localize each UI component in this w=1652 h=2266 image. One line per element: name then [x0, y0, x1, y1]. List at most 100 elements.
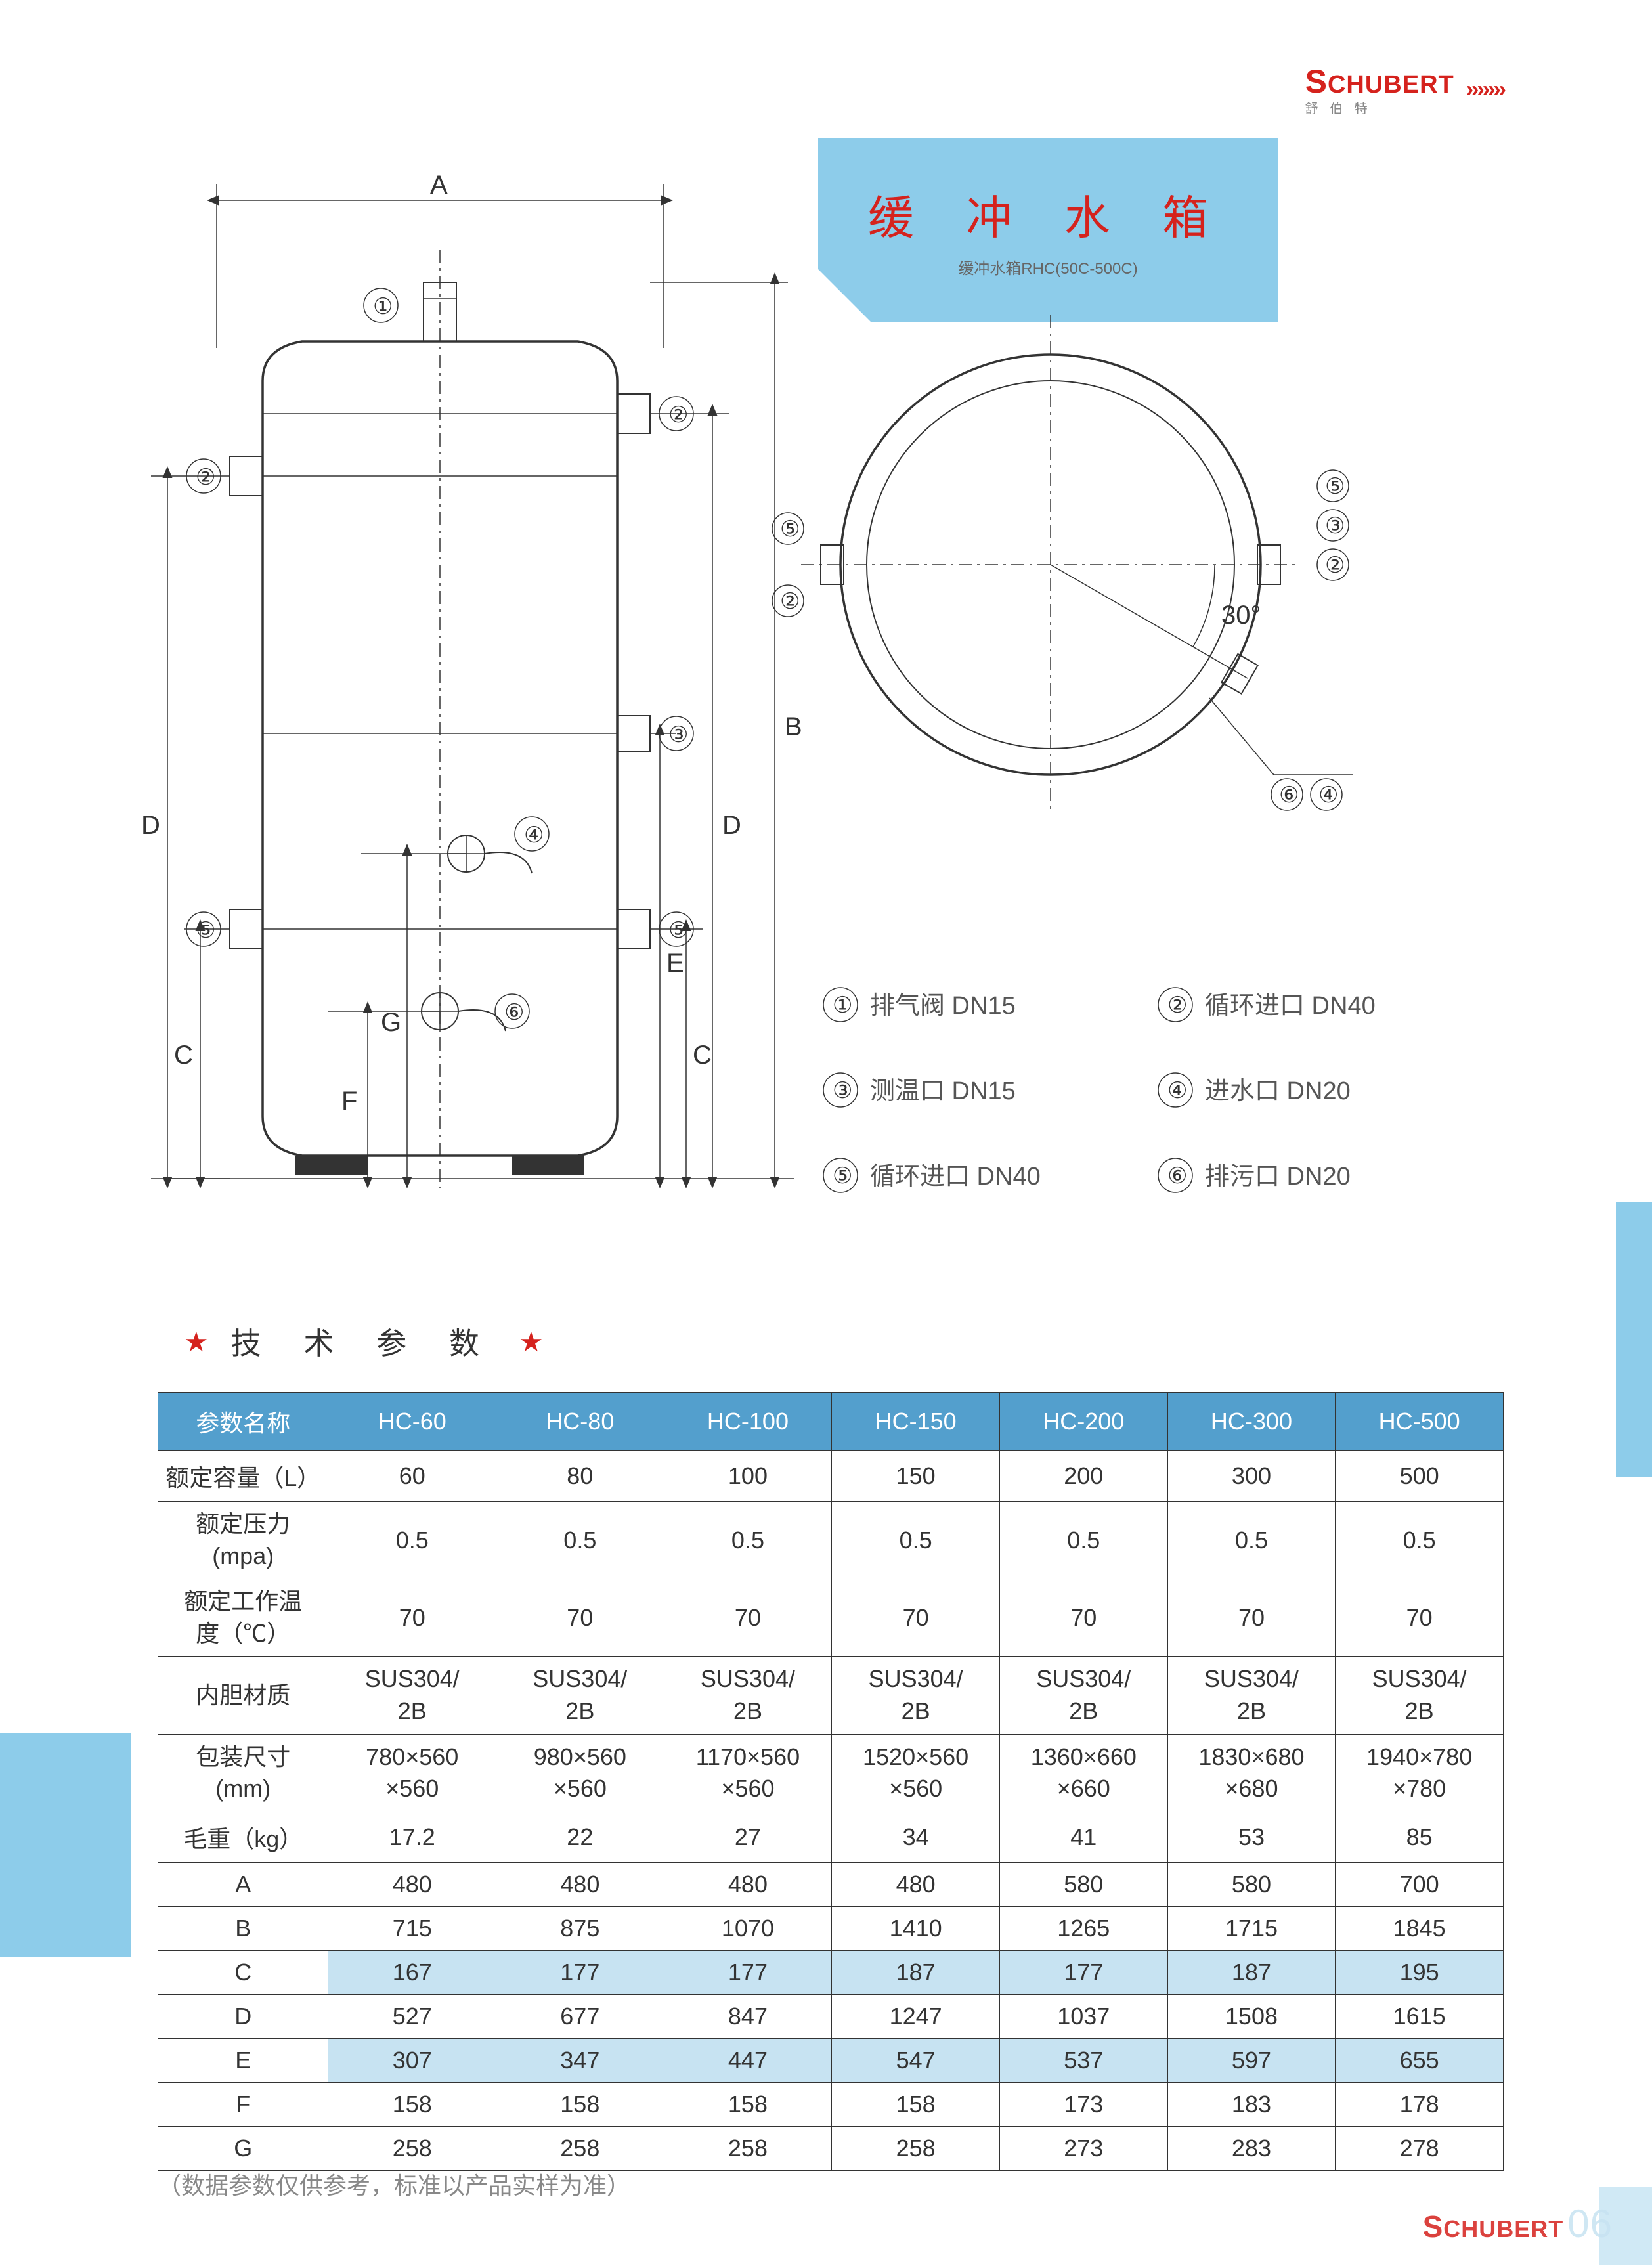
- table-cell: 41: [999, 1812, 1167, 1862]
- dim-A: A: [430, 171, 448, 200]
- brand-header: SCHUBERT 舒 伯 特 ›››››››: [1305, 62, 1504, 117]
- svg-text:⑥: ⑥: [1167, 1164, 1187, 1188]
- brand-logo: SCHUBERT 舒 伯 特: [1305, 62, 1454, 117]
- decoration-right: [1616, 1202, 1652, 1477]
- table-row-label: D: [158, 1994, 328, 2038]
- table-body: 额定容量（L）6080100150200300500额定压力(mpa)0.50.…: [158, 1451, 1504, 2171]
- table-row-label: F: [158, 2082, 328, 2126]
- table-cell: 1247: [832, 1994, 1000, 2038]
- table-cell: 655: [1336, 2038, 1504, 2082]
- footer-logo: SCHUBERT06: [1423, 2201, 1613, 2246]
- table-cell: 177: [496, 1950, 664, 1994]
- table-row: C167177177187177187195: [158, 1950, 1504, 1994]
- table-cell: 527: [328, 1994, 496, 2038]
- table-cell: 1170×560×560: [664, 1734, 832, 1812]
- table-cell: 1037: [999, 1994, 1167, 2038]
- table-cell: SUS304/2B: [999, 1657, 1167, 1734]
- table-cell: 22: [496, 1812, 664, 1862]
- dim-C-right: C: [693, 1041, 712, 1070]
- table-cell: 70: [664, 1579, 832, 1657]
- table-cell: 1615: [1336, 1994, 1504, 2038]
- table-cell: 500: [1336, 1451, 1504, 1502]
- callout-5a: ⑤: [196, 918, 215, 943]
- dim-F: F: [341, 1087, 357, 1116]
- table-cell: 1830×680×680: [1167, 1734, 1336, 1812]
- legend-3: 测温口 DN15: [870, 1078, 1016, 1105]
- table-row: A480480480480580580700: [158, 1862, 1504, 1906]
- section-heading-text: 技 术 参 数: [231, 1320, 496, 1363]
- table-row-label: B: [158, 1906, 328, 1950]
- table-cell: 53: [1167, 1812, 1336, 1862]
- table-cell: 580: [1167, 1862, 1336, 1906]
- table-cell: 27: [664, 1812, 832, 1862]
- table-cell: 258: [496, 2126, 664, 2170]
- table-cell: 70: [999, 1579, 1167, 1657]
- table-row: 额定容量（L）6080100150200300500: [158, 1451, 1504, 1502]
- table-cell: 537: [999, 2038, 1167, 2082]
- table-cell: 70: [496, 1579, 664, 1657]
- table-header-cell: HC-200: [999, 1393, 1167, 1451]
- table-cell: 0.5: [1336, 1502, 1504, 1579]
- table-cell: 70: [832, 1579, 1000, 1657]
- table-header-cell: HC-60: [328, 1393, 496, 1451]
- top-view: ⑤ ② ⑤ ③ ② 30°: [772, 315, 1353, 814]
- table-cell: 1940×780×780: [1336, 1734, 1504, 1812]
- brand-name-latin: CHUBERT: [1328, 71, 1454, 98]
- table-cell: 0.5: [496, 1502, 664, 1579]
- table-row-label: 额定容量（L）: [158, 1451, 328, 1502]
- table-cell: 173: [999, 2082, 1167, 2126]
- table-cell: 70: [1167, 1579, 1336, 1657]
- table-cell: 187: [832, 1950, 1000, 1994]
- table-cell: 187: [1167, 1950, 1336, 1994]
- table-cell: 17.2: [328, 1812, 496, 1862]
- footnote: （数据参数仅供参考，标准以产品实样为准）: [158, 2167, 630, 2201]
- table-cell: 158: [496, 2082, 664, 2126]
- table-row-label: A: [158, 1862, 328, 1906]
- dim-D-left: D: [141, 811, 160, 840]
- table-cell: 547: [832, 2038, 1000, 2082]
- table-cell: 847: [664, 1994, 832, 2038]
- table-cell: 1410: [832, 1906, 1000, 1950]
- callout-6: ⑥: [504, 1000, 524, 1025]
- table-cell: 177: [999, 1950, 1167, 1994]
- table-cell: 34: [832, 1812, 1000, 1862]
- top-callout-5: ⑤: [780, 517, 800, 542]
- table-cell: 700: [1336, 1862, 1504, 1906]
- table-cell: 980×560×560: [496, 1734, 664, 1812]
- spec-table: 参数名称HC-60HC-80HC-100HC-150HC-200HC-300HC…: [158, 1392, 1504, 2171]
- top-callout-2a: ②: [780, 589, 800, 614]
- legend-4: 进水口 DN20: [1205, 1078, 1351, 1105]
- table-row: 内胆材质SUS304/2BSUS304/2BSUS304/2BSUS304/2B…: [158, 1657, 1504, 1734]
- table-cell: 1520×560×560: [832, 1734, 1000, 1812]
- dim-B: B: [785, 712, 802, 741]
- table-cell: 70: [1336, 1579, 1504, 1657]
- brand-first-letter: S: [1305, 63, 1328, 100]
- legend-2: 循环进口 DN40: [1205, 992, 1376, 1020]
- table-cell: SUS304/2B: [832, 1657, 1000, 1734]
- table-cell: 0.5: [832, 1502, 1000, 1579]
- table-cell: 300: [1167, 1451, 1336, 1502]
- table-row-label: 毛重（kg）: [158, 1812, 328, 1862]
- technical-diagram: ① ② ② ③ ⑤ ⑤: [131, 144, 1510, 1274]
- brand-name-cn: 舒 伯 特: [1305, 98, 1454, 117]
- table-cell: 278: [1336, 2126, 1504, 2170]
- callout-1: ①: [373, 294, 393, 319]
- table-cell: 80: [496, 1451, 664, 1502]
- callout-2b: ②: [668, 403, 688, 427]
- svg-text:③: ③: [833, 1078, 852, 1103]
- table-cell: 158: [832, 2082, 1000, 2126]
- table-cell: 1845: [1336, 1906, 1504, 1950]
- legend-6: 排污口 DN20: [1205, 1163, 1351, 1190]
- table-header-cell: HC-150: [832, 1393, 1000, 1451]
- table-header-cell: 参数名称: [158, 1393, 328, 1451]
- callout-4: ④: [524, 823, 544, 848]
- svg-text:①: ①: [833, 993, 852, 1018]
- table-cell: SUS304/2B: [1167, 1657, 1336, 1734]
- table-row: E307347447547537597655: [158, 2038, 1504, 2082]
- table-row: B71587510701410126517151845: [158, 1906, 1504, 1950]
- table-cell: 1360×660×660: [999, 1734, 1167, 1812]
- callout-3: ③: [668, 722, 688, 747]
- table-cell: 195: [1336, 1950, 1504, 1994]
- dim-D-right: D: [722, 811, 741, 840]
- table-header-cell: HC-80: [496, 1393, 664, 1451]
